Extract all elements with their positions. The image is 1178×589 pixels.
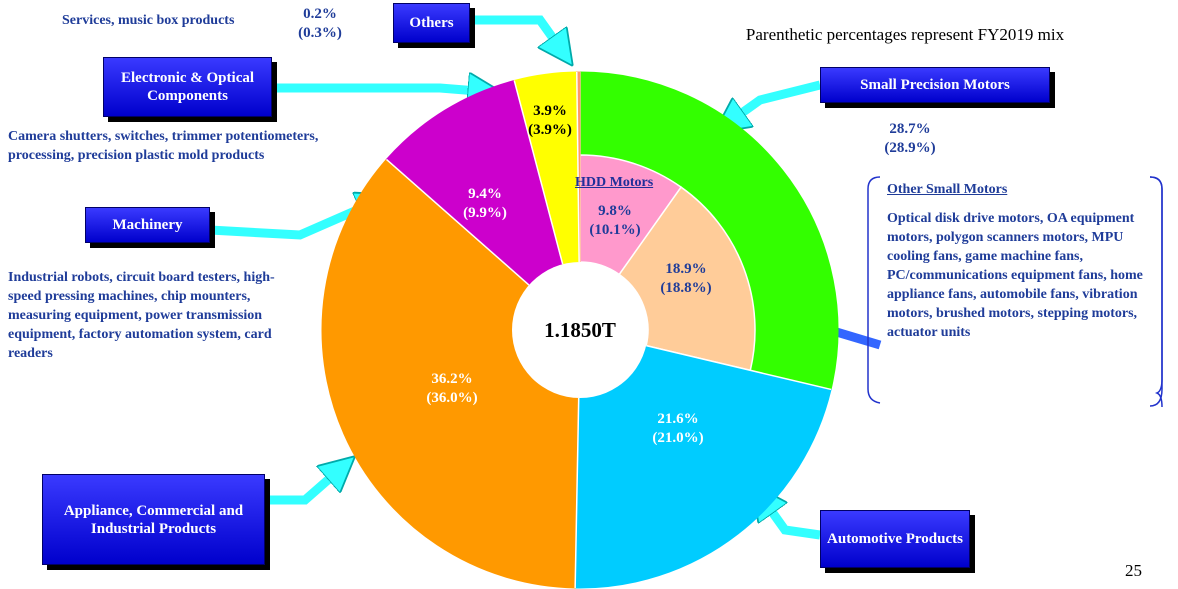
segment-description: Services, music box products <box>62 13 235 28</box>
sub-segment-name: Other Small Motors <box>887 182 1008 197</box>
value-label: 0.2% <box>303 6 337 22</box>
separator <box>385 158 530 286</box>
sub-segment-description: Optical disk drive motors, OA equipment … <box>887 211 1143 340</box>
prior-value-label: (36.0%) <box>426 390 478 406</box>
page-number: 25 <box>1125 561 1142 580</box>
segment-description: Industrial robots, circuit board testers… <box>8 270 275 361</box>
arrow <box>272 88 490 92</box>
separator <box>576 72 580 263</box>
segment-name-box: Automotive Products <box>820 510 970 568</box>
center-hole <box>512 262 648 398</box>
arrow <box>265 465 345 505</box>
arrow <box>470 15 565 55</box>
note: Parenthetic percentages represent FY2019… <box>746 25 1065 44</box>
segment-name-box: Machinery <box>85 207 210 243</box>
prior-value-label: (3.9%) <box>528 122 572 138</box>
prior-value-label: (18.8%) <box>660 280 712 296</box>
value-label: 18.9% <box>665 261 707 277</box>
value-label: 36.2% <box>431 371 473 387</box>
segment-name-box: Electronic & Optical Components <box>103 57 272 117</box>
prior-value-label: (10.1%) <box>589 222 641 238</box>
value-label: 28.7% <box>889 121 931 137</box>
value-label: 21.6% <box>657 411 699 427</box>
arrow <box>725 80 822 125</box>
segment-name-box: Appliance, Commercial and Industrial Pro… <box>42 474 265 565</box>
segment <box>385 79 564 286</box>
separator <box>574 397 580 588</box>
prior-value-label: (9.9%) <box>463 205 507 221</box>
center-label: 1.1850T <box>544 318 616 342</box>
donut <box>321 71 839 589</box>
prior-value-label: (28.9%) <box>884 140 936 156</box>
bracket <box>1149 176 1163 407</box>
value-label: 9.4% <box>468 186 502 202</box>
prior-value-label: (0.3%) <box>298 25 342 41</box>
segment-name-box: Others <box>393 3 470 43</box>
sub-segment-name: HDD Motors <box>575 175 654 190</box>
segment-description: Camera shutters, switches, trimmer poten… <box>8 129 319 163</box>
separator <box>645 344 832 391</box>
prior-value-label: (21.0%) <box>652 430 704 446</box>
separator <box>513 80 564 265</box>
value-label: 9.8% <box>598 203 632 219</box>
segment-name-box: Small Precision Motors <box>820 67 1050 103</box>
value-label: 3.9% <box>533 103 567 119</box>
